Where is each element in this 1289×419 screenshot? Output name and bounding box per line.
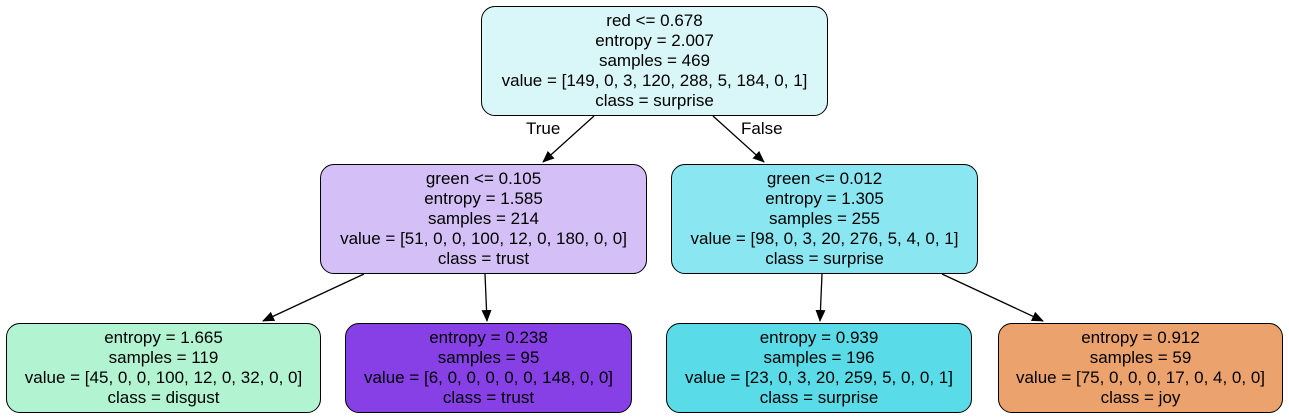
node-class: class = trust (442, 388, 535, 407)
tree-leaf-2: entropy = 0.238 samples = 95 value = [6,… (345, 323, 632, 413)
node-value: value = [6, 0, 0, 0, 0, 0, 148, 0, 0] (363, 368, 614, 387)
node-class: class = disgust (107, 388, 220, 407)
tree-node-root: red <= 0.678 entropy = 2.007 samples = 4… (481, 6, 828, 116)
node-samples: samples = 255 (768, 209, 881, 228)
edge-right-leaf4 (941, 273, 1044, 322)
node-entropy: entropy = 2.007 (595, 31, 714, 50)
node-samples: samples = 95 (437, 348, 540, 367)
node-value: value = [51, 0, 0, 100, 12, 0, 180, 0, 0… (340, 229, 627, 248)
edge-label-true: True (526, 119, 561, 138)
node-value: value = [23, 0, 3, 20, 259, 5, 0, 0, 1] (685, 368, 953, 387)
node-class: class = surprise (759, 388, 879, 407)
node-entropy: entropy = 0.238 (429, 328, 548, 347)
tree-leaf-3: entropy = 0.939 samples = 196 value = [2… (666, 323, 972, 413)
edge-root-left (542, 115, 595, 163)
tree-leaf-4: entropy = 0.912 samples = 59 value = [75… (998, 323, 1283, 413)
node-class: class = surprise (595, 91, 714, 110)
edge-root-right (712, 115, 765, 163)
node-entropy: entropy = 0.939 (759, 328, 879, 347)
node-class: class = joy (1100, 388, 1181, 407)
tree-leaf-1: entropy = 1.665 samples = 119 value = [4… (6, 323, 321, 413)
node-samples: samples = 59 (1089, 348, 1192, 367)
node-value: value = [45, 0, 0, 100, 12, 0, 32, 0, 0] (24, 368, 303, 387)
node-samples: samples = 214 (427, 209, 540, 228)
edge-right-leaf3 (815, 273, 826, 322)
node-value: value = [75, 0, 0, 0, 17, 0, 4, 0, 0] (1015, 368, 1266, 387)
node-class: class = surprise (765, 249, 884, 268)
node-entropy: entropy = 1.585 (424, 189, 543, 208)
tree-node-right: green <= 0.012 entropy = 1.305 samples =… (671, 164, 978, 274)
node-entropy: entropy = 1.665 (104, 328, 223, 347)
edge-label-false: False (741, 119, 783, 138)
edge-left-leaf1 (262, 273, 365, 322)
node-split-rule: green <= 0.105 (425, 169, 542, 188)
node-value: value = [98, 0, 3, 20, 276, 5, 4, 0, 1] (690, 229, 959, 248)
node-samples: samples = 119 (108, 348, 219, 367)
node-entropy: entropy = 0.912 (1081, 328, 1200, 347)
edge-left-leaf2 (481, 273, 492, 322)
node-value: value = [149, 0, 3, 120, 288, 5, 184, 0,… (501, 71, 808, 90)
node-samples: samples = 469 (598, 51, 711, 70)
node-split-rule: green <= 0.012 (766, 169, 883, 188)
tree-node-left: green <= 0.105 entropy = 1.585 samples =… (320, 164, 647, 274)
node-class: class = trust (437, 249, 530, 268)
node-entropy: entropy = 1.305 (765, 189, 884, 208)
node-split-rule: red <= 0.678 (606, 11, 703, 30)
node-samples: samples = 196 (763, 348, 875, 367)
